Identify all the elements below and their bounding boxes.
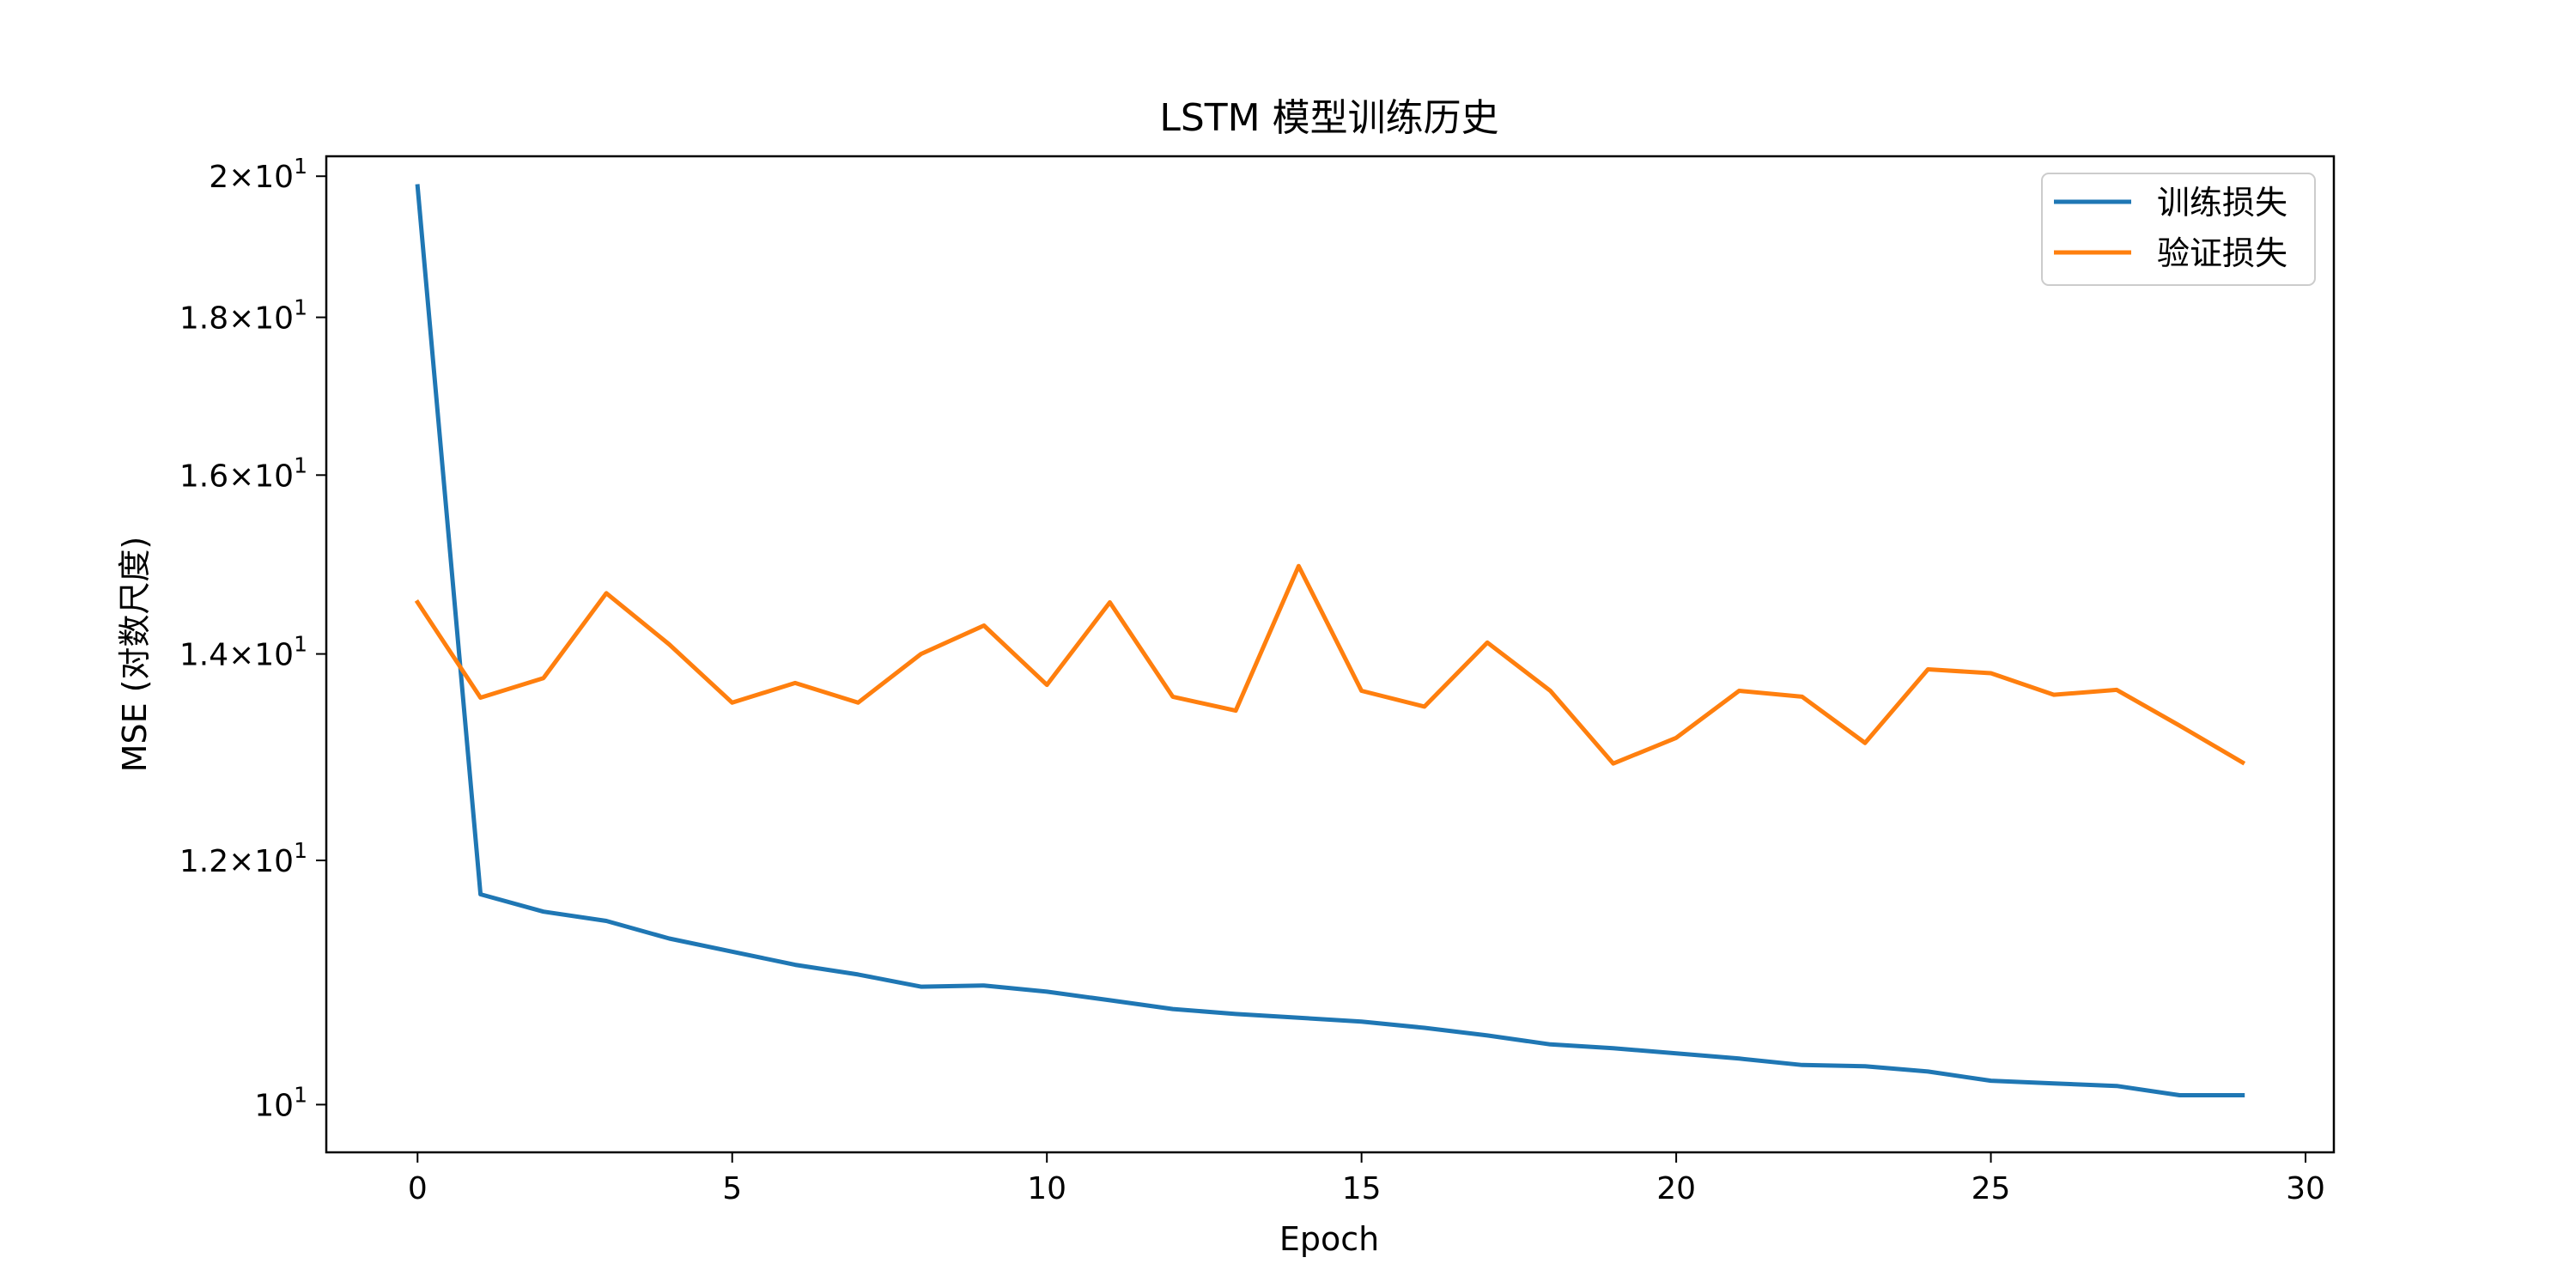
x-axis-label: Epoch (1279, 1220, 1379, 1258)
x-tick-label: 0 (408, 1171, 428, 1206)
x-tick-label: 25 (1971, 1171, 2011, 1206)
legend-label-val: 验证损失 (2157, 234, 2287, 272)
y-tick-label: 2×101 (209, 154, 307, 195)
y-tick-label: 1.4×101 (179, 632, 307, 673)
series-line-1 (414, 563, 2246, 766)
x-axis: 0 5 10 15 20 25 30 (408, 1152, 2325, 1206)
legend-label-train: 训练损失 (2157, 184, 2287, 222)
y-tick-label: 1.2×101 (179, 838, 307, 879)
x-tick-label: 30 (2286, 1171, 2325, 1206)
x-tick-label: 5 (722, 1171, 742, 1206)
series-line-0 (415, 184, 2245, 1097)
x-tick-label: 10 (1027, 1171, 1066, 1206)
x-tick-label: 15 (1342, 1171, 1382, 1206)
y-axis-label: MSE (对数尺度) (116, 537, 154, 773)
legend: 训练损失 验证损失 (2041, 173, 2316, 286)
y-tick-label: 1.6×101 (179, 453, 307, 494)
chart-title: LSTM 模型训练历史 (1159, 96, 1498, 140)
y-tick-label: 1.8×101 (179, 295, 307, 337)
plot-area (414, 184, 2246, 1097)
x-tick-label: 20 (1656, 1171, 1696, 1206)
